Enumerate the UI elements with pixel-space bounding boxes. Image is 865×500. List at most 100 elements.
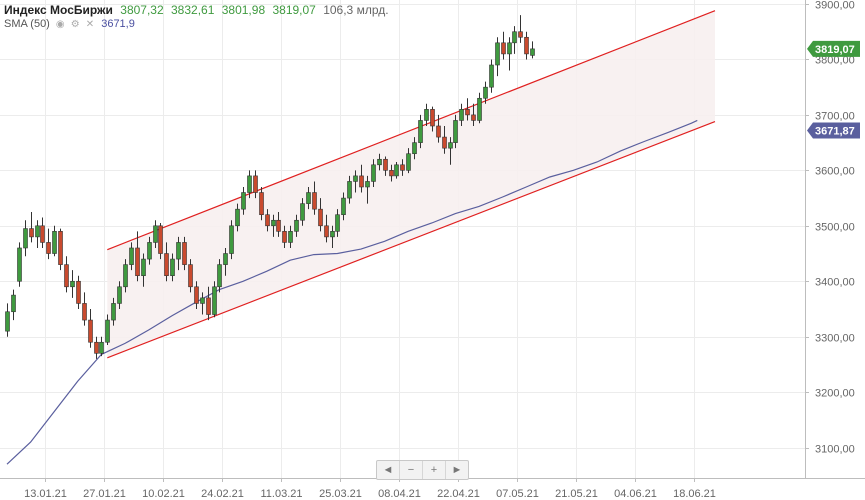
y-tick-label: 3100,00 <box>815 444 855 456</box>
scroll-right-button[interactable]: ► <box>446 461 468 479</box>
zoom-out-button[interactable]: − <box>400 461 423 479</box>
candle-body <box>394 164 399 177</box>
candle-body <box>347 181 352 199</box>
candle <box>111 297 116 326</box>
candle <box>471 103 476 126</box>
candle <box>477 92 482 124</box>
sma-line-group <box>6 119 698 465</box>
candle <box>371 159 376 187</box>
x-tick-label: 08.04.21 <box>378 488 421 500</box>
plus-icon: + <box>430 464 438 476</box>
candle-body <box>459 109 464 121</box>
candle-body <box>11 294 16 313</box>
candle-body <box>241 192 246 210</box>
candle-body <box>495 42 500 66</box>
candle <box>430 106 435 132</box>
candle <box>17 242 22 287</box>
candle-body <box>235 208 240 227</box>
minus-icon: − <box>407 464 415 476</box>
candle <box>241 186 246 215</box>
price-tag: 3819,07 <box>807 40 860 57</box>
candle-body <box>501 42 506 55</box>
candle-body <box>129 247 134 265</box>
candle-body <box>88 319 93 343</box>
candle <box>465 98 470 121</box>
candle <box>70 270 75 298</box>
eye-icon[interactable]: ◉ <box>55 19 65 30</box>
candle-body <box>512 31 517 44</box>
candle <box>400 159 405 176</box>
instrument-title: Индекс МосБиржи <box>4 3 113 17</box>
candle <box>483 81 488 104</box>
x-tick-label: 13.01.21 <box>24 488 67 500</box>
candle-body <box>217 264 222 288</box>
candle-body <box>453 120 458 143</box>
candle <box>141 253 146 287</box>
candle-body <box>200 297 205 304</box>
candle-body <box>442 136 447 149</box>
price-tag-box <box>807 40 860 57</box>
candle <box>300 198 305 226</box>
x-tick-label: 21.05.21 <box>555 488 598 500</box>
candle-body <box>300 203 305 221</box>
candle-body <box>288 231 293 243</box>
candle-body <box>430 109 435 127</box>
candle <box>259 186 264 221</box>
candle <box>129 242 134 271</box>
candle <box>212 281 217 318</box>
candle <box>35 220 40 248</box>
candle-body <box>365 181 370 188</box>
candle-body <box>259 192 264 216</box>
candle <box>501 31 506 60</box>
scroll-left-button[interactable]: ◄ <box>377 461 400 479</box>
channel-upper-line <box>107 10 716 251</box>
candle-body <box>318 208 323 227</box>
gear-icon[interactable]: ⚙ <box>70 19 80 30</box>
candle-body <box>389 170 394 177</box>
sma-value: 3671,9 <box>101 18 135 30</box>
candle <box>406 148 411 174</box>
candle-body <box>99 341 104 354</box>
candle <box>507 37 512 71</box>
close-value: 3819,07 <box>272 3 316 17</box>
price-tags: 3819,07 3671,87 <box>807 40 860 139</box>
candle-body <box>353 175 358 182</box>
candle <box>306 186 311 210</box>
candle-body <box>312 192 317 210</box>
candle-body <box>400 164 405 171</box>
candle-body <box>158 225 163 254</box>
high-value: 3832,61 <box>171 3 215 17</box>
zoom-in-button[interactable]: + <box>423 461 446 479</box>
candle-body <box>141 258 146 277</box>
close-icon[interactable]: ✕ <box>85 19 95 30</box>
candle-body <box>170 258 175 277</box>
candle <box>76 275 81 309</box>
candle-body <box>330 231 335 238</box>
price-tag-box <box>807 122 860 139</box>
candle <box>288 225 293 248</box>
triangle-right-icon: ► <box>451 464 463 476</box>
price-tag-label: 3671,87 <box>815 125 855 137</box>
candle-body <box>371 164 376 182</box>
candle <box>448 137 453 165</box>
price-tag: 3671,87 <box>807 122 860 139</box>
y-tick-label: 3200,00 <box>815 388 855 400</box>
candle <box>412 137 417 160</box>
candle <box>418 114 423 149</box>
candle <box>489 59 494 93</box>
candle <box>318 198 323 232</box>
candle <box>530 41 535 59</box>
x-tick-label: 24.02.21 <box>201 488 244 500</box>
candle-body <box>147 242 152 260</box>
candle <box>52 225 57 257</box>
candle <box>459 103 464 126</box>
candle-body <box>530 48 535 56</box>
candle-body <box>17 247 22 282</box>
candle-body <box>324 225 329 238</box>
y-tick-label: 3500,00 <box>815 222 855 234</box>
candle <box>64 256 69 293</box>
candle-body <box>70 280 75 288</box>
candle-body <box>153 225 158 243</box>
candle <box>11 289 16 321</box>
